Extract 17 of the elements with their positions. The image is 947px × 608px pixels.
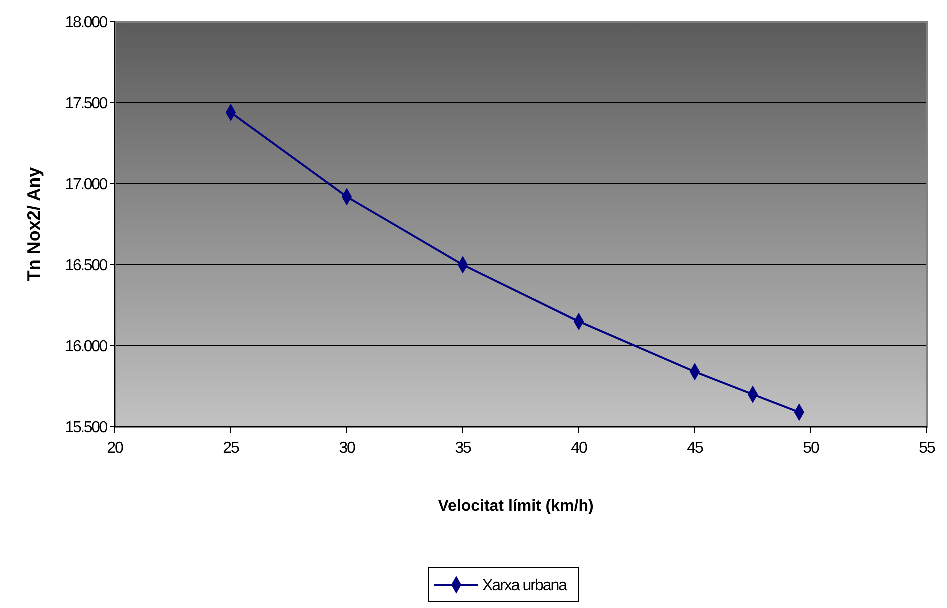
y-tick-label: 18.000 bbox=[65, 14, 108, 32]
x-tick-label: 40 bbox=[571, 440, 588, 457]
y-tick-label: 17.000 bbox=[65, 176, 108, 194]
y-tick-label: 15.500 bbox=[65, 420, 108, 437]
y-tick-label: 17.500 bbox=[65, 96, 108, 113]
y-axis-title: Tn Nox2/ Any bbox=[24, 167, 44, 282]
y-tick-label: 16.500 bbox=[65, 258, 108, 275]
legend-label: Xarxa urbana bbox=[482, 578, 568, 595]
y-tick-label: 16.000 bbox=[65, 338, 108, 356]
x-tick-label: 35 bbox=[455, 440, 472, 457]
x-tick-label: 30 bbox=[339, 440, 356, 457]
x-tick-label: 20 bbox=[107, 440, 124, 457]
x-axis-title: Velocitat límit (km/h) bbox=[438, 498, 594, 515]
x-tick-label: 50 bbox=[803, 440, 820, 457]
x-tick-label: 25 bbox=[223, 440, 240, 457]
x-tick-label: 45 bbox=[687, 440, 704, 457]
x-tick-label: 55 bbox=[919, 440, 936, 457]
